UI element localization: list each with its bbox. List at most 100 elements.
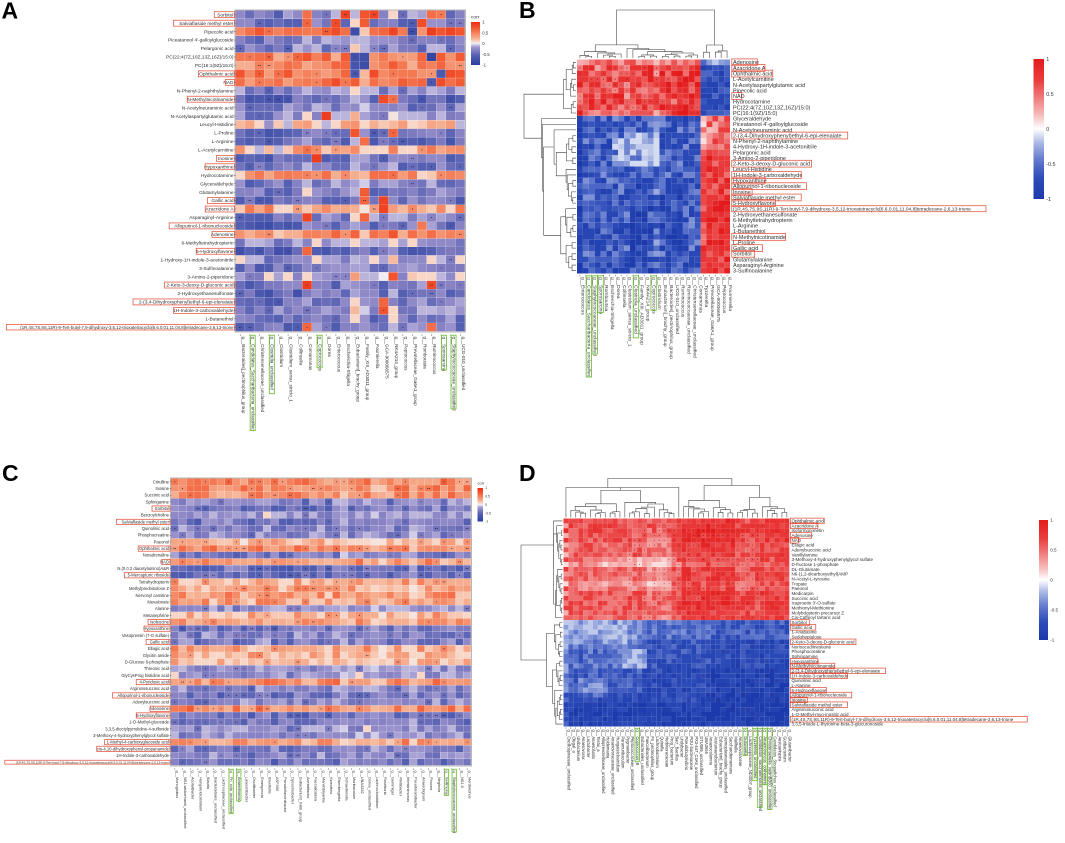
svg-text:Metanephrine: Metanephrine [143,613,169,618]
svg-text:g__Sporosarcina: g__Sporosarcina [442,337,447,372]
svg-text:N-Acetyl-L-tyrosine: N-Acetyl-L-tyrosine [792,577,831,582]
svg-text:-1: -1 [1046,197,1051,203]
svg-text:g__Clostridium: g__Clostridium [656,277,662,310]
svg-text:g__Pseudoramibacter: g__Pseudoramibacter [414,771,419,810]
svg-text:g__GCA-900066575: g__GCA-900066575 [384,337,389,380]
svg-text:g__Candidatus_Stoquefichus_unc: g__Candidatus_Stoquefichus_unclassified [773,730,778,808]
svg-text:1-Hydroxy-1H-indole-3-acetonit: 1-Hydroxy-1H-indole-3-acetonitrile [160,257,233,263]
svg-text:1: 1 [482,20,485,25]
svg-text:2-Keto-3-deoxy-D-gluconic acid: 2-Keto-3-deoxy-D-gluconic acid [733,162,810,168]
svg-text:D-Glucose 6-phosphate: D-Glucose 6-phosphate [125,660,170,665]
svg-text:Methylprednisolone Z: Methylprednisolone Z [129,586,169,591]
svg-text:g__Eubacteriales_unclassified: g__Eubacteriales_unclassified [640,730,645,786]
svg-text:g__PX3-447_C4A5_unclassified: g__PX3-447_C4A5_unclassified [694,730,699,790]
svg-text:Isoleucine: Isoleucine [150,619,170,624]
svg-text:g__Acetanaerobacterium: g__Acetanaerobacterium [714,730,719,776]
svg-text:Cis-Caffeoyl tartaric acid: Cis-Caffeoyl tartaric acid [792,615,841,620]
svg-text:2-(3,4-Dihydroxyphenyl)ethyl-6: 2-(3,4-Dihydroxyphenyl)ethyl-6-epi-elena… [733,133,842,139]
svg-text:-0.5: -0.5 [1046,162,1055,168]
svg-text:g__Saccharofermentans: g__Saccharofermentans [728,730,733,775]
svg-text:Inosine: Inosine [792,697,807,702]
svg-text:Leucyl-Histidine: Leucyl-Histidine [200,122,234,128]
svg-text:Glutamylalanine: Glutamylalanine [199,190,234,196]
svg-text:g__Lachnoclostridium: g__Lachnoclostridium [375,771,380,809]
svg-text:g__Faecalicatena: g__Faecalicatena [314,771,319,803]
svg-text:3-Sulfinoalanine: 3-Sulfinoalanine [733,269,772,275]
svg-text:Hypoxanthine: Hypoxanthine [733,179,767,185]
svg-text:4-Pyridoxic acid: 4-Pyridoxic acid [139,680,169,685]
svg-text:g__Neglecta: g__Neglecta [437,771,442,794]
svg-text:Alanine: Alanine [155,606,170,611]
svg-text:3-Methoxy-4-hydroxyphenylglyco: 3-Methoxy-4-hydroxyphenylglycol sulfate [93,733,170,738]
svg-text:4-Hydroxy-1H-indole-3-acetonit: 4-Hydroxy-1H-indole-3-acetonitrile [733,145,817,151]
svg-text:Sphingamine: Sphingamine [792,654,819,659]
svg-text:g__Anaerovoraceae: g__Anaerovoraceae [738,730,743,768]
svg-text:g__Prog_bacterium: g__Prog_bacterium [669,730,674,766]
svg-text:g__Dorea_unclassified: g__Dorea_unclassified [368,771,373,811]
svg-text:NAD: NAD [792,538,802,543]
svg-text:3-Amino-2-piperidone: 3-Amino-2-piperidone [733,156,786,162]
svg-text:Quinolinic acid: Quinolinic acid [142,526,170,531]
svg-text:g__Quinella: g__Quinella [660,730,665,753]
svg-text:N6-(1,2-dicarboxyethyl)AMP: N6-(1,2-dicarboxyethyl)AMP [792,572,849,577]
svg-text:g__Fournierella: g__Fournierella [375,337,380,369]
svg-text:5-Hydroxyflavone: 5-Hydroxyflavone [733,201,776,207]
svg-text:1H-Indole-3-carboxaldehyde: 1H-Indole-3-carboxaldehyde [792,673,849,678]
svg-text:g__Candidatus_Saccharibacteria: g__Candidatus_Saccharibacteria_unclassif… [250,337,255,432]
svg-text:0: 0 [1050,578,1053,583]
svg-text:g__Emergencia: g__Emergencia [260,771,265,799]
svg-text:g__Candidatus_Saccharimonas_un: g__Candidatus_Saccharimonas_unclassified [758,730,763,812]
svg-text:Medicarpin: Medicarpin [792,591,815,596]
svg-text:Adenosine: Adenosine [792,533,814,538]
svg-text:g__Ruminococcus: g__Ruminococcus [680,277,686,318]
svg-text:Gallic acid: Gallic acid [733,246,758,252]
svg-text:g__Acutalibacter: g__Acutalibacter [191,771,196,801]
svg-text:g__Lawsonibacter: g__Lawsonibacter [244,771,249,803]
svg-text:L-Arginine: L-Arginine [733,224,758,230]
svg-text:g__Tyzzerella_unclassified: g__Tyzzerella_unclassified [753,730,758,780]
svg-text:g__Comamonas: g__Comamonas [308,337,313,371]
svg-text:g__UBA3656: g__UBA3656 [704,730,709,755]
svg-text:Allopurinol-1-ribonucleoside: Allopurinol-1-ribonucleoside [174,224,234,230]
svg-text:Noradrenaline: Noradrenaline [143,553,170,558]
svg-text:Pipecolic acid: Pipecolic acid [204,29,234,35]
svg-text:B: B [519,0,536,23]
svg-text:g__Testui_a: g__Testui_a [596,730,601,753]
svg-text:Sorbitol: Sorbitol [155,506,169,511]
svg-text:Azacridone A: Azacridone A [205,207,234,213]
svg-text:PC(22:4(7Z,10Z,13Z,16Z)/15:0): PC(22:4(7Z,10Z,13Z,16Z)/15:0) [733,105,811,111]
svg-text:Paeonol: Paeonol [792,586,809,591]
svg-text:Sedoheptulose: Sedoheptulose [792,635,823,640]
svg-text:Pelargonic acid: Pelargonic acid [201,46,234,52]
svg-text:PC(16:1(9Z)/15:0): PC(16:1(9Z)/15:0) [733,111,777,117]
svg-text:Phosphocreatine: Phosphocreatine [138,533,170,538]
svg-text:1-O-Methyl-myo-inositic acid: 1-O-Methyl-myo-inositic acid [792,712,850,717]
svg-text:g__Staphylococcaceae_unclassif: g__Staphylococcaceae_unclassified [591,277,597,356]
svg-text:g__Prevotellaceae_Ga6A1_group: g__Prevotellaceae_Ga6A1_group [709,277,715,351]
svg-text:g__Coprococcus: g__Coprococcus [317,337,322,372]
svg-text:g__Candidatus_Saccharibacteria: g__Candidatus_Saccharibacteria_unclassif… [586,277,592,378]
svg-text:1: 1 [1046,57,1049,63]
svg-text:g__Romboutsia: g__Romboutsia [423,337,428,370]
svg-text:2-Hydroxyethanesulfonate: 2-Hydroxyethanesulfonate [733,212,797,218]
svg-text:g__NK4A214_group: g__NK4A214_group [394,337,399,379]
svg-text:Adenylsuccinic acid: Adenylsuccinic acid [132,700,169,705]
svg-text:3,3,5-triiodo-L-thyronine-beta: 3,3,5-triiodo-L-thyronine-beta-3-glucuro… [792,722,884,727]
svg-text:0.5: 0.5 [1046,92,1054,98]
svg-text:g__Blautia: g__Blautia [206,771,211,790]
svg-text:N-Methylnicotinamide: N-Methylnicotinamide [733,235,786,241]
svg-text:5-Mercapturic riboside: 5-Mercapturic riboside [128,573,170,578]
svg-text:g__Pseudoflavonifractor: g__Pseudoflavonifractor [283,771,288,814]
svg-text:Norisocodimestione: Norisocodimestione [792,644,832,649]
svg-text:Icaproetin 3'-O-sulfate: Icaproetin 3'-O-sulfate [792,601,837,606]
svg-text:g__Anaerotruncus_colihominis: g__Anaerotruncus_colihominis [763,730,768,786]
svg-text:6-Methyltetrahydropterin: 6-Methyltetrahydropterin [182,240,234,246]
svg-text:g__Bacteroidales_unclassified: g__Bacteroidales_unclassified [214,771,219,824]
svg-text:g__Lachnobacterium: g__Lachnobacterium [655,730,660,769]
svg-text:g__DTU089_unclassified: g__DTU089_unclassified [699,730,704,776]
svg-text:2-(3,4-Dihydroxyphenyl)ethyl-6: 2-(3,4-Dihydroxyphenyl)ethyl-6-epi-elena… [139,300,234,306]
svg-text:Tropate: Tropate [792,581,808,586]
svg-text:Succinic acid: Succinic acid [792,596,819,601]
svg-text:0: 0 [1046,127,1049,133]
svg-text:Allopurinol-1-ribonucleoside: Allopurinol-1-ribonucleoside [733,184,801,190]
